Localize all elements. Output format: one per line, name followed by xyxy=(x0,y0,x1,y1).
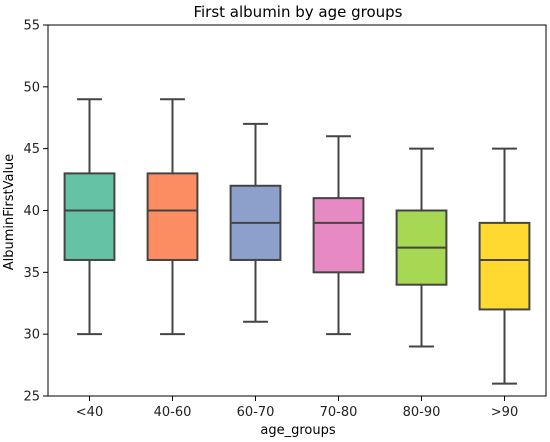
y-tick-label: 25 xyxy=(23,390,40,405)
y-axis-label: AlbuminFirstValue xyxy=(2,154,17,271)
box-group xyxy=(312,135,365,336)
x-tick-label: <40 xyxy=(76,405,103,420)
box-group xyxy=(63,98,116,336)
box-group xyxy=(395,147,448,348)
y-tick-label: 30 xyxy=(23,328,40,343)
chart-title: First albumin by age groups xyxy=(193,3,402,21)
y-tick-label: 50 xyxy=(23,80,40,95)
box-body xyxy=(63,172,116,261)
box-group xyxy=(229,122,282,323)
plot-area: 25 30 35 40 45 50 55 <40 40-60 60-70 70-80 80-90 >90 xyxy=(23,19,547,420)
x-tick-label: 80-90 xyxy=(403,405,441,420)
box-body xyxy=(312,197,365,274)
x-tick-label: 60-70 xyxy=(237,405,275,420)
x-axis-label: age_groups xyxy=(260,423,335,438)
box-body xyxy=(478,221,531,311)
box-group xyxy=(478,147,531,385)
y-tick-label: 55 xyxy=(23,19,40,34)
x-tick-label: >90 xyxy=(491,405,518,420)
y-tick-label: 35 xyxy=(23,266,40,281)
plot-frame xyxy=(47,24,547,397)
x-tick-label: 40-60 xyxy=(154,405,192,420)
y-tick-label: 40 xyxy=(23,204,40,219)
x-tick-label: 70-80 xyxy=(320,405,358,420)
box-group xyxy=(146,98,199,336)
box-body xyxy=(146,172,199,261)
y-tick-label: 45 xyxy=(23,142,40,157)
